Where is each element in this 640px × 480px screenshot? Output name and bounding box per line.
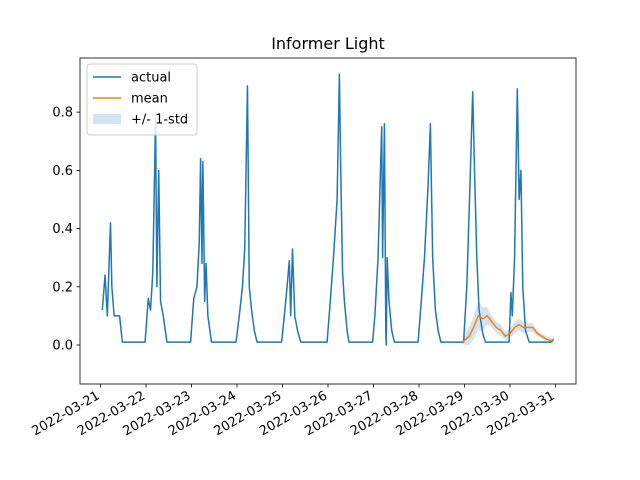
legend-label: +/- 1-std [131,113,188,128]
y-tick-label: 0.0 [52,338,73,353]
series-line [462,315,555,343]
y-tick-label: 0.4 [52,222,73,237]
legend-label: actual [131,71,171,86]
legend-label: mean [131,92,168,107]
y-tick-label: 0.8 [52,106,73,121]
legend-swatch [93,114,121,124]
legend-box [86,63,198,136]
plot-frame [79,57,577,385]
std-band [462,301,554,345]
series-line [101,73,555,346]
chart-title: Informer Light [271,34,385,53]
y-tick-label: 0.6 [52,164,73,179]
y-tick-label: 0.2 [52,280,73,295]
